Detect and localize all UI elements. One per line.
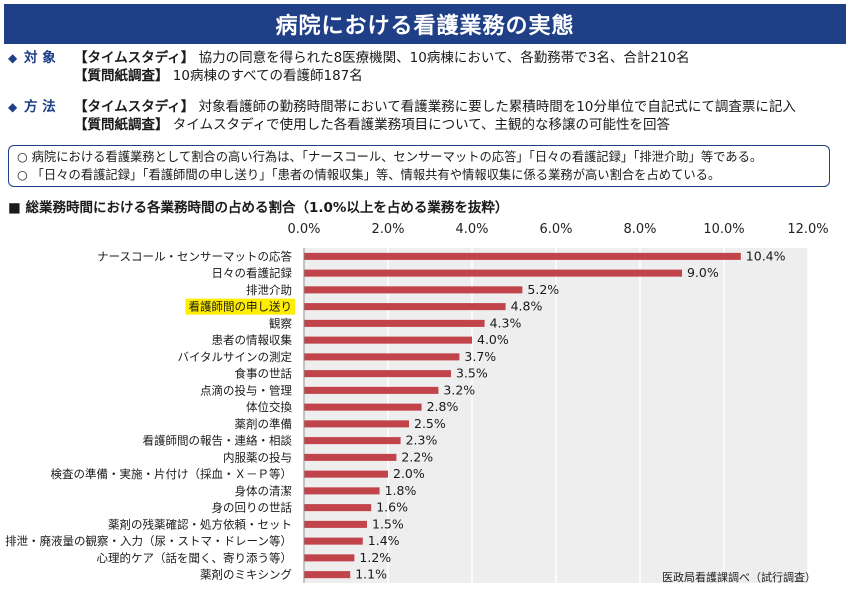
category-label: 身体の清潔 (235, 484, 293, 498)
category-label: 検査の準備・実施・片付け（採血・Ｘ－Ｐ等） (51, 467, 293, 481)
method-tag-2: 【質問紙調査】 (74, 117, 169, 133)
category-label: 観察 (269, 316, 292, 330)
category-label: 排泄・廃液量の観察・入力（尿・ストマ・ドレーン等） (5, 534, 292, 548)
value-label: 9.0% (687, 265, 719, 280)
source-note: 医政局看護課調べ（試行調査） (662, 571, 816, 584)
bar (304, 319, 485, 327)
category-label: 薬剤のミキシング (200, 568, 292, 582)
value-label: 2.3% (406, 433, 438, 448)
method-tag-1: 【タイムスタディ】 (74, 99, 195, 115)
category-label: ナースコール・センサーマットの応答 (97, 249, 292, 263)
bar-chart: 0.0% 2.0% 4.0% 6.0% 8.0% 10.0% 12.0% ナースコール・センサ… (5, 222, 829, 583)
value-label: 2.0% (393, 466, 425, 481)
category-label: 食事の世話 (235, 367, 293, 381)
value-label: 2.2% (401, 449, 433, 464)
value-label: 1.8% (385, 483, 417, 498)
x-tick-label: 6.0% (539, 222, 572, 237)
bar (304, 269, 682, 277)
method-row-1: ◆ 方 法 【タイムスタディ】 対象看護師の勤務時間帯において看護業務に要した累積時… (8, 98, 796, 116)
method-text-2: タイムスタディで使用した各看護業務項目について、主観的な移譲の可能性を回答 (172, 117, 671, 133)
value-label: 3.5% (456, 366, 488, 381)
category-label: バイタルサインの測定 (177, 350, 292, 364)
method-key: 方 法 (24, 99, 56, 115)
diamond-bullet-icon: ◆ (8, 51, 18, 65)
bar (304, 353, 460, 361)
category-label: 患者の情報収集 (212, 333, 293, 347)
x-tick-label: 12.0% (787, 222, 828, 237)
value-label: 1.5% (372, 516, 404, 531)
value-label: 4.8% (511, 299, 543, 314)
method-text-1: 対象看護師の勤務時間帯において看護業務に要した累積時間を10分単位で自記式にて調… (198, 99, 796, 115)
bar (304, 370, 451, 378)
x-tick-label: 0.0% (287, 222, 320, 237)
target-tag-2: 【質問紙調査】 (74, 68, 169, 84)
bar (304, 303, 506, 311)
value-label: 1.4% (368, 533, 400, 548)
bar (304, 554, 355, 562)
category-label: 薬剤の準備 (235, 417, 293, 431)
target-text-1: 協力の同意を得られた8医療機関、10病棟において、各勤務帯で3名、合計210名 (198, 50, 690, 66)
value-label: 3.2% (443, 382, 475, 397)
category-label: 看護師間の申し送り (189, 300, 293, 314)
value-label: 2.8% (427, 399, 459, 414)
bar (304, 437, 401, 445)
value-label: 5.2% (527, 282, 559, 297)
value-label: 1.2% (359, 550, 391, 565)
category-label: 体位交換 (246, 400, 292, 414)
category-label: 点滴の投与・管理 (200, 383, 292, 397)
bar (304, 520, 367, 528)
category-label: 薬剤の残薬確認・処方依頼・セット (108, 517, 292, 531)
title-bar: 病院における看護業務の実態 (4, 4, 846, 44)
summary-line-1: ○ 病院における看護業務として割合の高い行為は、「ナースコール、センサーマットの… (17, 150, 763, 164)
bar (304, 420, 409, 428)
summary-line-2: ○ 「日々の看護記録」「看護師間の申し送り」「患者の情報収集」等、情報共有や情報… (17, 168, 721, 182)
target-text-2: 10病棟のすべての看護師187名 (172, 68, 363, 84)
diamond-bullet-icon: ◆ (8, 100, 18, 114)
bar (304, 504, 372, 512)
category-label: 日々の看護記録 (212, 266, 293, 280)
target-key: 対 象 (24, 50, 56, 66)
category-label: 看護師間の報告・連絡・相談 (143, 434, 293, 448)
bar (304, 470, 388, 478)
value-label: 3.7% (464, 349, 496, 364)
bar (304, 571, 351, 579)
bar (304, 336, 472, 344)
summary-box: ○ 病院における看護業務として割合の高い行為は、「ナースコール、センサーマットの… (8, 145, 830, 187)
value-label: 1.1% (355, 567, 387, 582)
chart-heading: ■ 総業務時間における各業務時間の占める割合（1.0%以上を占める業務を抜粋） (8, 200, 509, 216)
category-label: 内服薬の投与 (223, 450, 292, 464)
target-row-1: ◆ 対 象 【タイムスタディ】 協力の同意を得られた8医療機関、10病棟において、各… (8, 49, 690, 67)
target-row-2: 【質問紙調査】 10病棟のすべての看護師187名 (74, 67, 363, 85)
page-title: 病院における看護業務の実態 (275, 14, 575, 39)
value-label: 4.3% (490, 315, 522, 330)
target-tag-1: 【タイムスタディ】 (74, 50, 195, 66)
category-label: 排泄介助 (246, 283, 292, 297)
bar (304, 537, 363, 545)
category-highlight (185, 298, 295, 315)
bar (304, 487, 380, 495)
value-label: 2.5% (414, 416, 446, 431)
x-tick-label: 10.0% (703, 222, 744, 237)
bar (304, 252, 741, 260)
x-tick-label: 8.0% (623, 222, 656, 237)
x-tick-label: 4.0% (455, 222, 488, 237)
value-label: 10.4% (746, 248, 786, 263)
category-label: 身の回りの世話 (212, 501, 293, 515)
bar (304, 403, 422, 411)
x-tick-label: 2.0% (371, 222, 404, 237)
method-row-2: 【質問紙調査】 タイムスタディで使用した各看護業務項目について、主観的な移譲の可… (74, 116, 670, 134)
bar (304, 453, 397, 461)
bar (304, 386, 439, 394)
value-label: 4.0% (477, 332, 509, 347)
value-label: 1.6% (376, 500, 408, 515)
category-label: 心理的ケア（話を聞く、寄り添う等） (97, 551, 293, 565)
bar (304, 286, 523, 294)
